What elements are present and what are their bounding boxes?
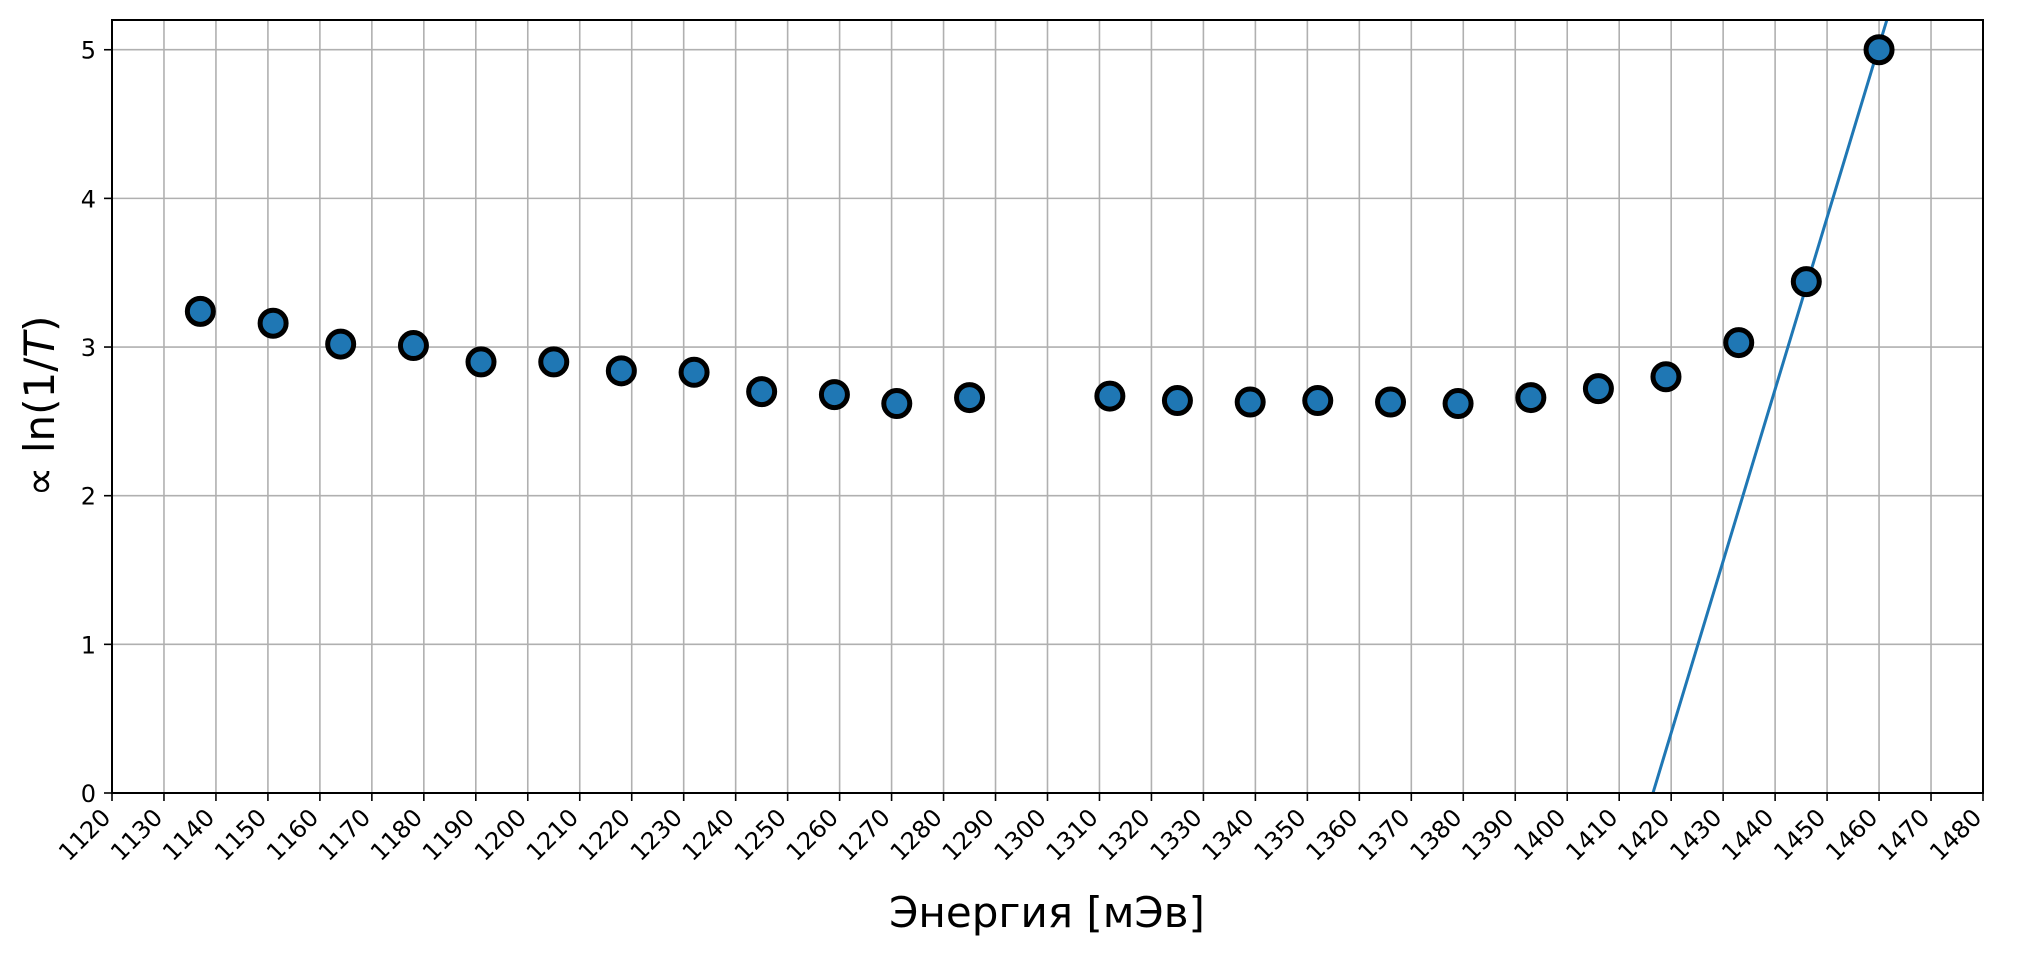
x-tick-label: 1300 [989, 803, 1052, 866]
x-tick-label: 1270 [833, 803, 896, 866]
data-point [678, 356, 710, 388]
data-point [1582, 373, 1614, 405]
x-tick-label: 1260 [781, 803, 844, 866]
x-tick-label: 1440 [1716, 803, 1779, 866]
data-point [1234, 386, 1266, 418]
y-tick-label: 3 [81, 334, 96, 362]
data-point [1515, 382, 1547, 414]
fit-line [1651, 20, 1889, 793]
data-point [1650, 361, 1682, 393]
y-axis-label-prefix: ∝ ln(1/ [15, 357, 64, 497]
x-tick-label: 1420 [1612, 803, 1675, 866]
axis-ticks: 1120113011401150116011701180119012001210… [53, 37, 1987, 867]
data-point [1863, 34, 1895, 66]
data-point [818, 379, 850, 411]
data-point [1161, 385, 1193, 417]
x-tick-label: 1470 [1872, 803, 1935, 866]
x-tick-label: 1180 [365, 803, 428, 866]
x-tick-label: 1390 [1457, 803, 1520, 866]
x-tick-label: 1350 [1249, 803, 1312, 866]
x-tick-label: 1290 [937, 803, 1000, 866]
x-tick-label: 1340 [1197, 803, 1260, 866]
y-tick-label: 5 [81, 37, 96, 65]
x-tick-label: 1360 [1301, 803, 1364, 866]
y-axis-label-suffix: ) [15, 316, 64, 332]
x-tick-label: 1460 [1820, 803, 1883, 866]
x-tick-label: 1200 [469, 803, 532, 866]
data-point [538, 346, 570, 378]
x-tick-label: 1130 [105, 803, 168, 866]
data-point [1723, 327, 1755, 359]
x-tick-label: 1140 [157, 803, 220, 866]
data-point [1442, 388, 1474, 420]
x-tick-label: 1380 [1405, 803, 1468, 866]
fit-line-layer [1651, 20, 1889, 793]
x-tick-label: 1430 [1664, 803, 1727, 866]
x-tick-label: 1280 [885, 803, 948, 866]
x-tick-label: 1450 [1768, 803, 1831, 866]
x-tick-label: 1190 [417, 803, 480, 866]
x-tick-label: 1410 [1560, 803, 1623, 866]
x-tick-label: 1330 [1145, 803, 1208, 866]
data-point [954, 382, 986, 414]
data-point [184, 295, 216, 327]
x-tick-label: 1310 [1041, 803, 1104, 866]
x-axis-label: Энергия [мЭв] [889, 888, 1205, 937]
data-point [605, 355, 637, 387]
x-tick-label: 1220 [573, 803, 636, 866]
data-point [1375, 386, 1407, 418]
y-tick-label: 2 [81, 483, 96, 511]
x-tick-label: 1400 [1508, 803, 1571, 866]
data-point [397, 330, 429, 362]
x-tick-label: 1240 [677, 803, 740, 866]
x-tick-label: 1250 [729, 803, 792, 866]
x-tick-label: 1370 [1353, 803, 1416, 866]
grid [111, 20, 1984, 794]
x-tick-label: 1230 [625, 803, 688, 866]
x-tick-label: 1210 [521, 803, 584, 866]
data-point [1790, 266, 1822, 298]
y-axis-label-variable: T [15, 329, 64, 358]
x-tick-label: 1320 [1093, 803, 1156, 866]
data-point [325, 328, 357, 360]
x-tick-label: 1170 [313, 803, 376, 866]
x-tick-label: 1150 [209, 803, 272, 866]
y-tick-label: 4 [81, 185, 96, 213]
data-point [881, 388, 913, 420]
x-tick-label: 1160 [261, 803, 324, 866]
y-axis-label: ∝ ln(1/T) [15, 316, 64, 497]
y-tick-label: 1 [81, 631, 96, 659]
x-tick-label: 1120 [53, 803, 116, 866]
data-points [184, 34, 1895, 420]
x-tick-label: 1480 [1924, 803, 1987, 866]
data-point [465, 346, 497, 378]
y-tick-label: 0 [81, 780, 96, 808]
data-point [1094, 380, 1126, 412]
data-point [257, 307, 289, 339]
data-point [746, 376, 778, 408]
data-point [1302, 385, 1334, 417]
